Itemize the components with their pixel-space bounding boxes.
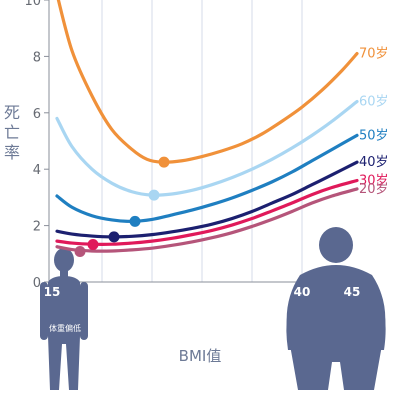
- series-label: 60岁: [359, 95, 389, 110]
- y-tick-label: 0: [33, 276, 41, 291]
- series-minimum-marker: [148, 189, 160, 201]
- series-label: 40岁: [359, 155, 389, 170]
- series-markers: [74, 156, 170, 258]
- series-minimum-marker: [108, 231, 120, 243]
- bmi-category-labels: 体重偏低 正常 超重 肥胖: [49, 323, 263, 333]
- bmi-category-label: 体重偏低: [49, 323, 81, 333]
- bmi-category-label: 正常: [105, 324, 121, 333]
- obese-person-silhouette: [286, 227, 386, 390]
- bmi-category-label: 肥胖: [247, 323, 263, 333]
- series-line: [55, 178, 359, 246]
- series-label: 70岁: [359, 47, 389, 62]
- series-line: [55, 133, 359, 223]
- x-tick-label: 15: [44, 285, 61, 299]
- series-minimum-marker: [74, 246, 86, 258]
- x-tick-label: 45: [344, 285, 361, 299]
- series-lines: [55, 0, 359, 253]
- x-axis-label: BMI值: [179, 347, 222, 365]
- y-axis-label-char: 亡: [4, 123, 20, 142]
- y-tick-label: 2: [33, 220, 41, 235]
- series-line: [55, 160, 359, 239]
- series-line: [55, 187, 359, 253]
- series-minimum-marker: [158, 156, 170, 168]
- series-label: 30岁: [359, 173, 389, 188]
- x-tick-label: 35: [244, 285, 261, 299]
- x-tick-label: 25: [144, 285, 161, 299]
- y-axis-label-char: 死: [4, 103, 20, 122]
- thin-person-silhouette: [40, 248, 88, 390]
- x-tick-label: 40: [294, 285, 311, 299]
- series-minimum-marker: [129, 215, 141, 227]
- series-minimum-marker: [87, 238, 99, 250]
- y-axis-label-char: 率: [4, 143, 20, 162]
- y-ticks: 0 2 4 6 8 10: [24, 0, 49, 291]
- series-line: [56, 0, 359, 164]
- y-tick-label: 8: [33, 50, 41, 65]
- y-tick-label: 4: [33, 163, 41, 178]
- series-label: 50岁: [359, 128, 389, 143]
- y-axis-label: 死亡率: [4, 103, 20, 162]
- x-tick-label: 20: [94, 285, 111, 299]
- x-ticks: 15 20 25 30 35 40 45: [44, 285, 361, 299]
- series-label: 20岁: [359, 182, 389, 197]
- x-tick-label: 30: [194, 285, 211, 299]
- y-tick-label: 10: [24, 0, 41, 9]
- y-tick-label: 6: [33, 107, 41, 122]
- series-line: [55, 99, 359, 197]
- bmi-category-label: 超重: [156, 323, 172, 333]
